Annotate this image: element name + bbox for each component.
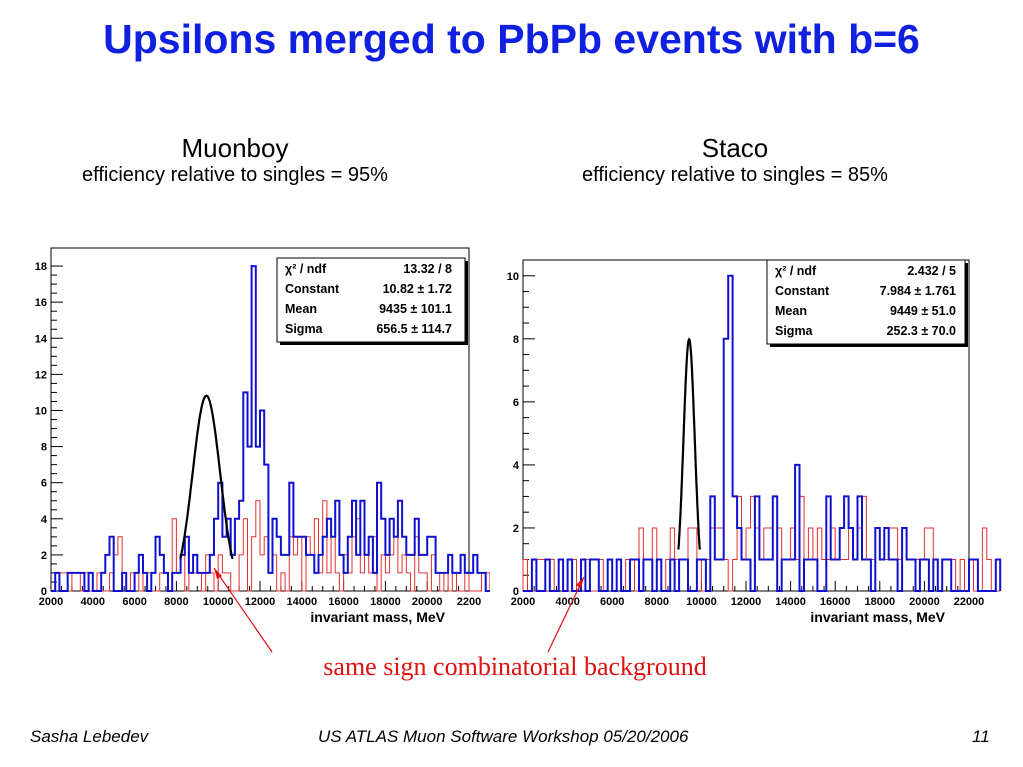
signal-histogram	[51, 265, 490, 592]
y-tick-label: 10	[507, 271, 519, 283]
stats-label: χ² / ndf	[775, 264, 817, 278]
y-tick-label: 12	[35, 369, 47, 381]
x-tick-label: 20000	[412, 596, 443, 608]
muonboy-title: Muonboy	[181, 133, 289, 163]
stats-value: 10.82 ± 1.72	[383, 282, 452, 296]
stats-label: Mean	[775, 304, 807, 318]
y-tick-label: 6	[41, 478, 47, 490]
stats-label: χ² / ndf	[285, 262, 327, 276]
stats-value: 252.3 ± 70.0	[887, 324, 956, 338]
stats-value: 7.984 ± 1.761	[880, 284, 956, 298]
staco-title: Staco	[701, 133, 769, 163]
x-tick-label: 8000	[645, 596, 669, 608]
x-tick-label: 20000	[909, 596, 940, 608]
y-tick-label: 8	[41, 442, 47, 454]
footer-event: US ATLAS Muon Software Workshop 05/20/20…	[318, 727, 689, 746]
signal-histogram	[523, 274, 1002, 592]
x-tick-label: 14000	[775, 596, 806, 608]
muonboy-efficiency: efficiency relative to singles = 95%	[82, 164, 388, 186]
y-tick-label: 2	[41, 550, 47, 562]
x-tick-label: 22000	[954, 596, 985, 608]
footer-author: Sasha Lebedev	[30, 727, 149, 746]
stats-value: 9449 ± 51.0	[890, 304, 956, 318]
stats-label: Mean	[285, 302, 317, 316]
y-tick-label: 6	[513, 397, 519, 409]
x-tick-label: 18000	[370, 596, 401, 608]
gauss-fit-curve	[179, 394, 234, 560]
muonboy-heading: Muonboy efficiency relative to singles =…	[20, 133, 450, 187]
gauss-fit-curve	[677, 337, 701, 550]
stats-box	[276, 257, 466, 343]
x-tick-label: 12000	[245, 596, 276, 608]
stats-label: Sigma	[775, 324, 814, 338]
x-axis-label: invariant mass, MeV	[810, 609, 945, 625]
footer-page-number: 11	[972, 727, 990, 746]
x-tick-label: 16000	[328, 596, 359, 608]
x-tick-label: 10000	[203, 596, 234, 608]
stats-value: 656.5 ± 114.7	[376, 322, 452, 336]
x-tick-label: 8000	[164, 596, 188, 608]
y-tick-label: 0	[513, 586, 519, 598]
x-tick-label: 2000	[39, 596, 63, 608]
y-tick-label: 8	[513, 334, 519, 346]
x-tick-label: 2000	[511, 596, 535, 608]
x-tick-label: 12000	[731, 596, 762, 608]
y-tick-label: 2	[513, 523, 519, 535]
x-tick-label: 6000	[600, 596, 624, 608]
slide-title: Upsilons merged to PbPb events with b=6	[103, 16, 920, 62]
background-annotation: same sign combinatorial background	[323, 652, 707, 681]
background-histogram	[51, 500, 490, 592]
y-tick-label: 0	[41, 586, 47, 598]
x-tick-label: 2200	[457, 596, 481, 608]
x-tick-label: 16000	[820, 596, 851, 608]
y-tick-label: 4	[513, 460, 520, 472]
y-tick-label: 18	[35, 261, 47, 273]
x-axis-label: invariant mass, MeV	[310, 609, 445, 625]
staco-efficiency: efficiency relative to singles = 85%	[582, 164, 888, 186]
muonboy-histogram: 0 2 4 6 8 10 12 14 16 18 2000 4000 6000 8000 10000 1200…	[35, 247, 490, 625]
y-tick-label: 14	[35, 333, 48, 345]
stats-box	[766, 259, 966, 345]
x-tick-label: 18000	[865, 596, 896, 608]
x-tick-label: 4000	[81, 596, 105, 608]
stats-label: Constant	[285, 282, 340, 296]
y-tick-label: 4	[41, 514, 48, 526]
stats-label: Constant	[775, 284, 830, 298]
stats-value: 13.32 / 8	[403, 262, 452, 276]
x-tick-label: 14000	[287, 596, 318, 608]
y-tick-label: 10	[35, 405, 47, 417]
stats-label: Sigma	[285, 322, 324, 336]
x-tick-label: 6000	[122, 596, 146, 608]
stats-value: 9435 ± 101.1	[379, 302, 452, 316]
y-tick-label: 16	[35, 297, 47, 309]
x-tick-label: 10000	[686, 596, 717, 608]
staco-heading: Staco efficiency relative to singles = 8…	[520, 133, 950, 187]
stats-value: 2.432 / 5	[907, 264, 956, 278]
